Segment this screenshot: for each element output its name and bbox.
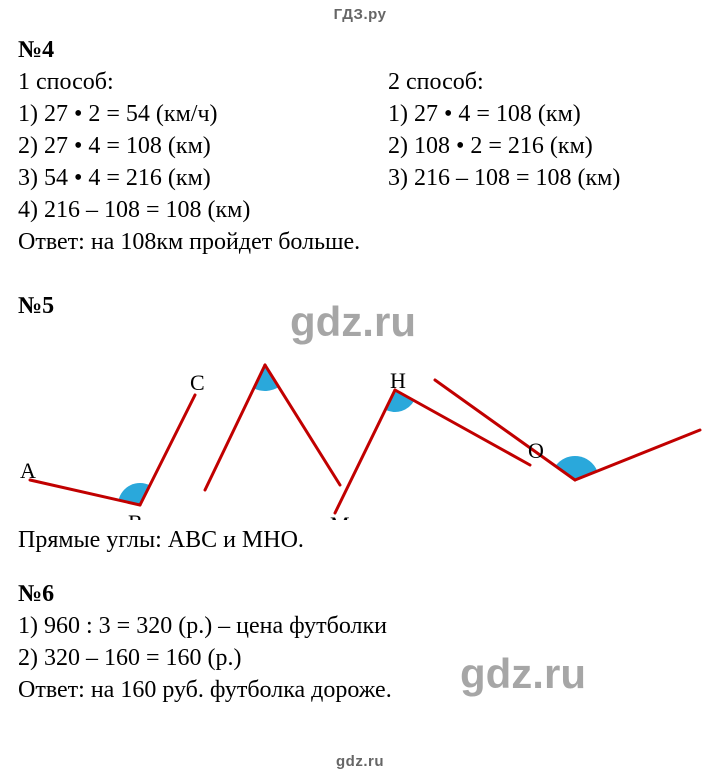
angles-diagram: A B C M H O [0,320,720,525]
method2-title: 2 способ: [388,66,484,98]
p5-conclusion: Прямые углы: АВС и МНО. [18,524,304,556]
svg-text:B: B [128,510,143,520]
m2-line3: 3) 216 – 108 = 108 (км) [388,162,620,194]
p6-line2: 2) 320 – 160 = 160 (р.) [18,642,392,674]
problem-4: №4 1 способ: 2 способ: 1) 27 • 2 = 54 (к… [18,34,360,258]
p4-answer: Ответ: на 108км пройдет больше. [18,226,360,258]
method1-title: 1 способ: [18,66,360,98]
problem-6: №6 1) 960 : 3 = 320 (р.) – цена футболки… [18,578,392,706]
watermark-2: gdz.ru [460,650,586,698]
svg-text:C: C [190,370,205,395]
p6-line1: 1) 960 : 3 = 320 (р.) – цена футболки [18,610,392,642]
svg-text:O: O [528,438,544,463]
m1-line1: 1) 27 • 2 = 54 (км/ч) [18,98,360,130]
m2-line2: 2) 108 • 2 = 216 (км) [388,130,593,162]
site-header: ГДЗ.ру [0,6,720,23]
site-footer: gdz.ru [0,753,720,770]
svg-text:A: A [20,458,36,483]
problem-5-heading: №5 [18,290,54,322]
m1-line4: 4) 216 – 108 = 108 (км) [18,194,360,226]
p6-answer: Ответ: на 160 руб. футболка дороже. [18,674,392,706]
page: ГДЗ.ру №4 1 способ: 2 способ: 1) 27 • 2 … [0,0,720,776]
m1-line2: 2) 27 • 4 = 108 (км) [18,130,360,162]
m1-line3: 3) 54 • 4 = 216 (км) [18,162,360,194]
problem-6-heading: №6 [18,578,392,610]
svg-text:M: M [330,512,350,520]
problem-5: №5 [18,290,54,322]
svg-text:H: H [390,368,406,393]
problem-4-heading: №4 [18,34,360,66]
m2-line1: 1) 27 • 4 = 108 (км) [388,98,581,130]
